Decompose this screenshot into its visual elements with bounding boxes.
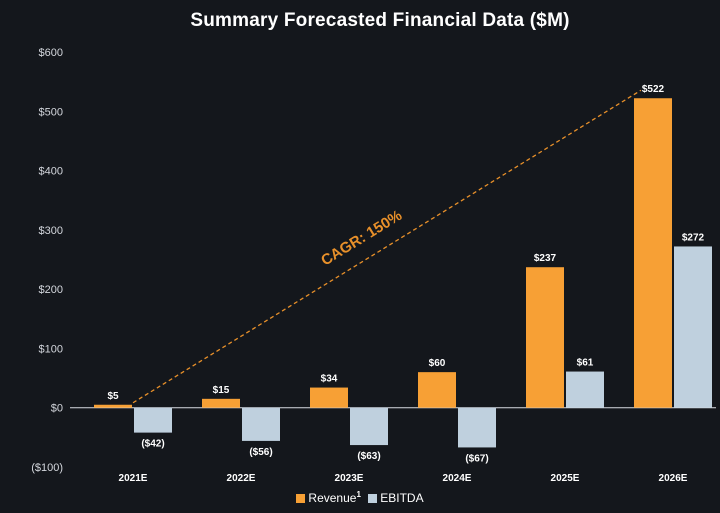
bar-revenue — [418, 372, 456, 408]
bar-ebitda — [674, 246, 712, 408]
data-label-revenue: $60 — [429, 358, 446, 369]
bar-ebitda — [566, 371, 604, 408]
x-tick-label: 2025E — [551, 473, 580, 484]
y-tick-label: $300 — [39, 225, 63, 237]
y-tick-label: $500 — [39, 106, 63, 118]
data-label-revenue: $15 — [213, 385, 230, 396]
data-label-ebitda: ($42) — [141, 439, 164, 450]
y-tick-label: $200 — [39, 284, 63, 296]
data-label-ebitda: $272 — [682, 232, 705, 243]
legend-label-ebitda: EBITDA — [380, 491, 424, 505]
x-tick-label: 2026E — [659, 473, 688, 484]
legend-item-ebitda: EBITDA — [368, 491, 424, 505]
x-tick-label: 2023E — [335, 473, 364, 484]
cagr-annotation: CAGR: 150% — [318, 207, 405, 270]
y-tick-label: $400 — [39, 166, 63, 178]
y-tick-label: $600 — [39, 47, 63, 59]
y-tick-label: $100 — [39, 343, 63, 355]
data-label-ebitda: ($63) — [357, 451, 380, 462]
y-tick-label: ($100) — [31, 462, 63, 474]
bar-ebitda — [350, 407, 388, 446]
y-tick-label: $0 — [51, 403, 63, 415]
bar-revenue — [634, 98, 672, 408]
bar-revenue — [94, 404, 132, 408]
data-label-ebitda: ($56) — [249, 447, 272, 458]
bar-ebitda — [242, 407, 280, 441]
bar-revenue — [526, 267, 564, 408]
legend-item-revenue: Revenue1 — [296, 490, 361, 505]
legend-swatch-ebitda — [368, 494, 378, 503]
bar-revenue — [310, 387, 348, 408]
chart-title: Summary Forecasted Financial Data ($M) — [190, 10, 570, 31]
bar-revenue — [202, 398, 240, 408]
cagr-trend-line — [132, 89, 642, 404]
data-label-ebitda: ($67) — [465, 453, 488, 464]
x-tick-label: 2024E — [443, 473, 472, 484]
data-label-revenue: $522 — [642, 84, 665, 95]
data-label-revenue: $34 — [321, 374, 338, 385]
bar-ebitda — [134, 407, 172, 433]
data-label-revenue: $237 — [534, 253, 557, 264]
x-tick-label: 2022E — [227, 473, 256, 484]
data-label-ebitda: $61 — [577, 358, 594, 369]
legend-swatch-revenue — [296, 494, 306, 503]
data-label-revenue: $5 — [107, 391, 119, 402]
legend-footnote-marker: 1 — [356, 490, 361, 499]
x-tick-label: 2021E — [119, 473, 148, 484]
bar-ebitda — [458, 407, 496, 448]
legend-label-revenue: Revenue — [308, 491, 357, 505]
chart-legend: Revenue1 EBITDA — [0, 490, 720, 505]
